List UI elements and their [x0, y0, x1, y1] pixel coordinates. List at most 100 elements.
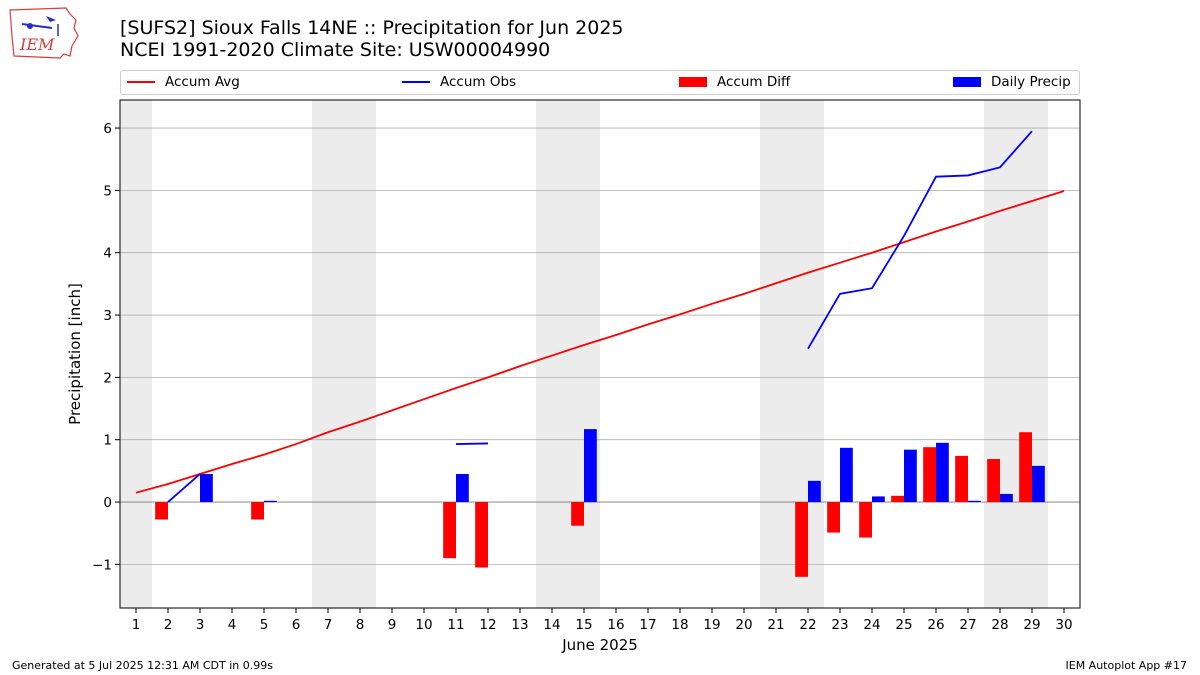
bars: [155, 429, 1045, 577]
daily-precip-bar: [840, 447, 853, 503]
y-tick-label: 1: [103, 433, 112, 449]
y-axis: −1 0 1 2 3 4 5 6: [92, 121, 120, 573]
x-tick-label: 29: [1023, 617, 1040, 633]
x-tick-label: 16: [607, 617, 624, 633]
accum-diff-box-swatch-icon: [679, 77, 707, 87]
chart-subtitle: NCEI 1991-2020 Climate Site: USW00004990: [120, 39, 551, 61]
accum-diff-bar: [827, 502, 840, 533]
accum-diff-bar: [1019, 432, 1032, 503]
x-tick-label: 6: [292, 617, 301, 633]
x-tick-label: 1: [132, 617, 141, 633]
weekend-band: [984, 100, 1048, 608]
legend-label: Accum Diff: [717, 74, 791, 90]
weekend-shading: [120, 100, 1048, 608]
x-tick-label: 13: [511, 617, 528, 633]
y-tick-label: 0: [103, 495, 112, 511]
x-tick-label: 15: [575, 617, 592, 633]
iem-logo: IEM: [8, 6, 80, 60]
accum-obs-line: [807, 130, 1033, 350]
weekend-band: [312, 100, 376, 608]
x-tick-label: 28: [991, 617, 1008, 633]
accum-obs-line: [167, 473, 201, 503]
x-tick-label: 27: [959, 617, 976, 633]
weekend-band: [120, 100, 152, 608]
legend-item-accum-obs: Accum Obs: [402, 74, 516, 90]
accum-diff-bar: [155, 502, 168, 520]
x-tick-label: 7: [324, 617, 333, 633]
legend-label: Accum Obs: [440, 74, 517, 90]
plot-frame: [119, 99, 1081, 609]
daily-precip-bar: [808, 480, 821, 503]
y-axis-label: Precipitation [inch]: [66, 283, 84, 425]
daily-precip-bar: [872, 496, 885, 503]
x-tick-label: 20: [735, 617, 752, 633]
x-tick-label: 22: [799, 617, 816, 633]
accum-avg-line-swatch-icon: [127, 81, 155, 83]
iowa-state-logo-icon: IEM: [9, 7, 79, 59]
x-tick-label: 3: [196, 617, 205, 633]
x-tick-label: 4: [228, 617, 237, 633]
x-tick-label: 5: [260, 617, 269, 633]
accum-diff-bar: [251, 502, 264, 520]
y-tick-label: 6: [103, 121, 112, 137]
daily-precip-bar: [264, 500, 277, 503]
accum-diff-bar: [987, 459, 1000, 503]
x-tick-label: 24: [863, 617, 880, 633]
daily-precip-bar: [200, 473, 213, 503]
series-lines: [135, 130, 1065, 503]
logo-text: IEM: [19, 35, 55, 54]
x-tick-label: 21: [767, 617, 784, 633]
x-tick-label: 23: [831, 617, 848, 633]
accum-diff-bar: [443, 502, 456, 559]
accum-avg-line: [135, 190, 1065, 494]
accum-diff-bar: [955, 455, 968, 503]
chart-legend: Accum Avg Accum Obs Accum Diff Daily Pre…: [120, 70, 1080, 95]
x-axis: 1 2 3 4 5 6 7 8 9 10 11 12 13 14 15 16 17 18 19 20 21 22 23 24 2…: [132, 608, 1073, 633]
daily-precip-bar: [1032, 465, 1045, 503]
x-tick-label: 25: [895, 617, 912, 633]
legend-item-accum-avg: Accum Avg: [127, 74, 240, 90]
daily-precip-bar: [936, 442, 949, 503]
accum-diff-bar: [923, 447, 936, 503]
legend-label: Accum Avg: [165, 74, 240, 90]
generated-timestamp: Generated at 5 Jul 2025 12:31 AM CDT in …: [12, 659, 273, 672]
chart-title: [SUFS2] Sioux Falls 14NE :: Precipitatio…: [120, 17, 624, 39]
legend-item-daily-precip: Daily Precip: [953, 74, 1071, 90]
x-tick-label: 19: [703, 617, 720, 633]
x-tick-label: 18: [671, 617, 688, 633]
accum-diff-bar: [571, 502, 584, 526]
x-tick-label: 26: [927, 617, 944, 633]
weekend-band: [760, 100, 824, 608]
daily-precip-bar: [904, 449, 917, 503]
x-tick-label: 14: [543, 617, 560, 633]
daily-precip-box-swatch-icon: [953, 77, 981, 87]
accum-diff-bar: [859, 502, 872, 538]
x-tick-label: 8: [356, 617, 365, 633]
accum-obs-line-swatch-icon: [402, 81, 430, 83]
y-tick-label: 2: [103, 370, 112, 386]
daily-precip-bar: [584, 429, 597, 503]
weekend-band: [536, 100, 600, 608]
legend-label: Daily Precip: [991, 74, 1071, 90]
legend-item-accum-diff: Accum Diff: [679, 74, 790, 90]
accum-diff-bar: [891, 495, 904, 503]
accum-diff-bar: [795, 502, 808, 577]
daily-precip-bar: [1000, 493, 1013, 503]
accum-obs-line: [455, 442, 489, 445]
x-axis-label: June 2025: [561, 636, 638, 654]
x-tick-label: 10: [415, 617, 432, 633]
accum-diff-bar: [475, 502, 488, 568]
daily-precip-bar: [456, 473, 469, 503]
daily-precip-bar: [968, 500, 981, 503]
x-tick-label: 12: [479, 617, 496, 633]
app-credit: IEM Autoplot App #17: [1065, 659, 1188, 672]
y-tick-label: 5: [103, 183, 112, 199]
x-tick-label: 11: [447, 617, 464, 633]
y-tick-label: −1: [92, 557, 112, 573]
y-tick-label: 3: [103, 308, 112, 324]
x-tick-label: 30: [1055, 617, 1072, 633]
x-tick-label: 9: [388, 617, 397, 633]
y-tick-label: 4: [103, 246, 112, 262]
x-tick-label: 2: [164, 617, 173, 633]
